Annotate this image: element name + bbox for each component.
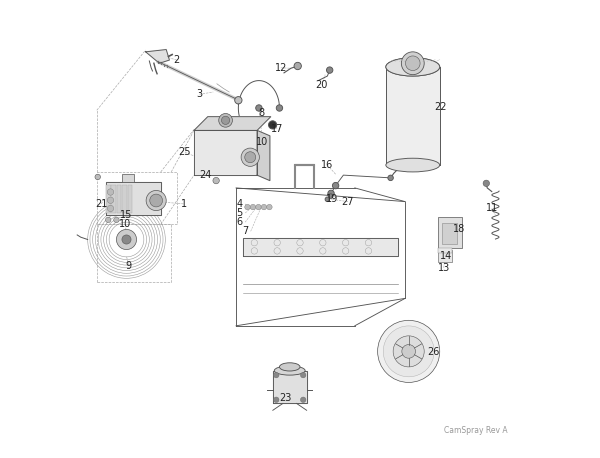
Bar bbox=[438, 217, 461, 248]
Ellipse shape bbox=[386, 158, 440, 172]
Text: 26: 26 bbox=[428, 347, 440, 357]
Circle shape bbox=[261, 204, 266, 210]
Circle shape bbox=[328, 194, 333, 198]
Text: 27: 27 bbox=[341, 196, 354, 207]
Circle shape bbox=[483, 180, 490, 186]
Text: 2: 2 bbox=[173, 55, 180, 65]
Bar bbox=[438, 248, 452, 253]
Text: 21: 21 bbox=[95, 199, 107, 209]
Circle shape bbox=[276, 105, 283, 111]
Circle shape bbox=[274, 372, 279, 378]
Circle shape bbox=[401, 52, 424, 75]
Text: 5: 5 bbox=[236, 208, 243, 218]
Circle shape bbox=[402, 344, 416, 358]
Text: 24: 24 bbox=[199, 170, 211, 180]
Text: CamSpray Rev A: CamSpray Rev A bbox=[444, 426, 508, 435]
Polygon shape bbox=[194, 117, 271, 131]
Circle shape bbox=[326, 67, 333, 73]
Circle shape bbox=[266, 204, 272, 210]
Text: 11: 11 bbox=[485, 203, 498, 213]
Circle shape bbox=[328, 190, 334, 196]
Circle shape bbox=[268, 121, 277, 129]
Circle shape bbox=[241, 148, 259, 166]
Circle shape bbox=[256, 105, 262, 111]
Text: 1: 1 bbox=[181, 199, 187, 209]
Text: 10: 10 bbox=[256, 137, 269, 147]
Circle shape bbox=[301, 397, 306, 403]
Polygon shape bbox=[272, 371, 307, 403]
Circle shape bbox=[114, 217, 119, 223]
Circle shape bbox=[274, 397, 279, 403]
Circle shape bbox=[294, 62, 301, 70]
Polygon shape bbox=[194, 131, 257, 175]
Bar bbox=[442, 223, 457, 244]
Text: 14: 14 bbox=[440, 251, 452, 262]
Circle shape bbox=[406, 56, 420, 71]
Circle shape bbox=[116, 229, 137, 250]
Ellipse shape bbox=[386, 58, 440, 76]
Text: 9: 9 bbox=[126, 261, 132, 271]
Text: 12: 12 bbox=[275, 63, 287, 73]
Circle shape bbox=[107, 197, 114, 203]
Text: 18: 18 bbox=[453, 224, 465, 234]
Bar bbox=[122, 185, 127, 213]
Text: 22: 22 bbox=[434, 102, 447, 112]
Circle shape bbox=[122, 235, 131, 244]
Text: 7: 7 bbox=[242, 226, 248, 236]
Text: 19: 19 bbox=[326, 194, 338, 204]
Circle shape bbox=[219, 114, 232, 127]
Text: 13: 13 bbox=[438, 263, 450, 273]
Circle shape bbox=[332, 182, 339, 189]
Bar bbox=[438, 251, 452, 262]
Ellipse shape bbox=[274, 366, 305, 375]
Bar bbox=[117, 185, 121, 213]
Circle shape bbox=[301, 372, 306, 378]
Circle shape bbox=[245, 204, 250, 210]
Circle shape bbox=[146, 191, 166, 211]
Text: 4: 4 bbox=[236, 199, 243, 209]
Circle shape bbox=[95, 174, 100, 180]
Ellipse shape bbox=[386, 58, 440, 76]
Circle shape bbox=[383, 326, 434, 377]
Polygon shape bbox=[257, 131, 270, 180]
Text: 23: 23 bbox=[279, 393, 292, 403]
Bar bbox=[122, 174, 134, 182]
Text: 17: 17 bbox=[271, 124, 283, 134]
Bar bbox=[386, 67, 440, 165]
Circle shape bbox=[325, 197, 329, 202]
Text: 20: 20 bbox=[316, 80, 328, 90]
Circle shape bbox=[106, 217, 111, 223]
Circle shape bbox=[221, 116, 230, 125]
Circle shape bbox=[107, 205, 114, 212]
Polygon shape bbox=[146, 49, 169, 63]
Polygon shape bbox=[106, 182, 161, 215]
Circle shape bbox=[107, 189, 114, 195]
Circle shape bbox=[213, 177, 220, 184]
Circle shape bbox=[245, 152, 256, 163]
Circle shape bbox=[150, 194, 163, 207]
Text: 6: 6 bbox=[236, 217, 243, 227]
Circle shape bbox=[250, 204, 256, 210]
Bar bbox=[106, 185, 110, 213]
Text: 10: 10 bbox=[119, 219, 131, 229]
Text: 3: 3 bbox=[196, 89, 203, 99]
Circle shape bbox=[377, 320, 440, 382]
Bar bbox=[128, 185, 133, 213]
Polygon shape bbox=[243, 238, 398, 256]
Text: 8: 8 bbox=[258, 108, 264, 118]
Text: 15: 15 bbox=[121, 210, 133, 220]
Circle shape bbox=[235, 97, 242, 104]
Circle shape bbox=[393, 336, 424, 367]
Ellipse shape bbox=[280, 363, 300, 371]
Bar bbox=[112, 185, 116, 213]
Circle shape bbox=[256, 204, 261, 210]
Text: 16: 16 bbox=[321, 160, 334, 170]
Text: 25: 25 bbox=[179, 147, 191, 157]
Circle shape bbox=[388, 175, 394, 180]
